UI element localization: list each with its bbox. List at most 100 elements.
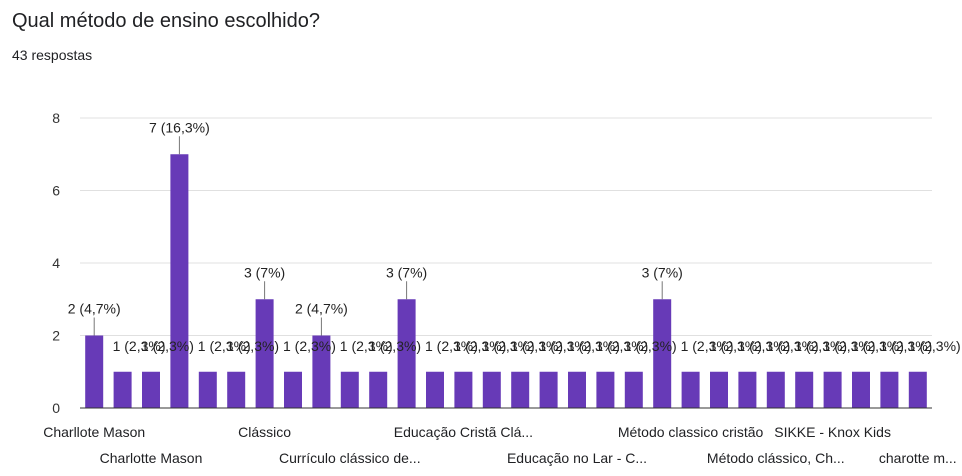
data-label-bg	[282, 336, 308, 354]
bar	[653, 299, 672, 408]
data-label-bg	[509, 336, 535, 354]
bar	[397, 299, 416, 408]
data-label: 7 (16,3%)	[149, 119, 210, 135]
data-label: 1 (2,3%)	[340, 338, 393, 354]
data-label: 1 (2,3%)	[510, 338, 563, 354]
data-label-bg	[197, 336, 223, 354]
data-label-bg	[481, 336, 507, 354]
bar	[85, 335, 104, 408]
bar	[340, 371, 359, 408]
data-label: 1 (2,3%)	[681, 338, 734, 354]
data-label-bg	[680, 336, 706, 354]
data-label: 1 (2,3%)	[482, 338, 535, 354]
y-tick-label: 8	[52, 110, 60, 126]
bar	[454, 371, 473, 408]
y-tick-label: 0	[52, 400, 60, 416]
data-labels: 2 (4,7%)1 (2,3%)1 (2,3%)7 (16,3%)1 (2,3%…	[68, 119, 961, 354]
bar	[710, 371, 728, 408]
y-axis-ticks: 0 2 4 6 8	[52, 110, 60, 416]
x-category-label: Clássico	[238, 424, 291, 440]
y-tick-label: 6	[52, 183, 60, 199]
bar	[482, 371, 501, 408]
bar	[511, 371, 530, 408]
data-label: 1 (2,3%)	[283, 338, 336, 354]
data-label: 1 (2,3%)	[851, 338, 904, 354]
bar	[113, 371, 132, 408]
bar	[795, 371, 814, 408]
data-label: 1 (2,3%)	[794, 338, 847, 354]
bar	[369, 371, 388, 408]
data-label-bg	[367, 336, 393, 354]
bar	[198, 371, 217, 408]
x-category-label: charotte m...	[879, 450, 957, 466]
data-label-bg	[112, 336, 138, 354]
bar	[426, 371, 444, 408]
y-tick-label: 2	[52, 328, 60, 344]
data-label: 1 (2,3%)	[624, 338, 677, 354]
data-label: 1 (2,3%)	[595, 338, 648, 354]
x-category-label: Charlotte Mason	[100, 450, 203, 466]
data-label: 1 (2,3%)	[226, 338, 279, 354]
data-label-bg	[452, 336, 478, 354]
data-label-bg	[793, 336, 819, 354]
x-axis-labels: Charllote Mason Charlotte Mason Clássico Cu…	[43, 424, 956, 466]
data-label-bg	[765, 336, 791, 354]
bar	[766, 371, 785, 408]
bar	[539, 371, 558, 408]
bar	[312, 335, 331, 408]
chart-title: Qual método de ensino escolhido?	[12, 10, 320, 32]
response-count: 43 respostas	[12, 47, 93, 63]
bar	[596, 371, 615, 408]
x-category-label: Educação no Lar - C...	[507, 450, 647, 466]
data-label: 1 (2,3%)	[368, 338, 421, 354]
data-label-bg	[225, 336, 251, 354]
data-label: 2 (4,7%)	[68, 301, 121, 317]
data-label-bg	[850, 336, 876, 354]
bar	[142, 371, 160, 408]
bar	[823, 371, 842, 408]
data-label: 1 (2,3%)	[823, 338, 876, 354]
bars	[85, 154, 927, 408]
data-label: 1 (2,3%)	[539, 338, 592, 354]
data-label-bg	[822, 336, 848, 354]
data-label: 1 (2,3%)	[113, 338, 166, 354]
x-category-label: Educação Cristã Clá...	[394, 424, 533, 440]
gridlines	[80, 117, 932, 336]
data-label-bg	[878, 336, 904, 354]
bar	[170, 154, 189, 408]
data-label: 1 (2,3%)	[908, 338, 961, 354]
bar	[568, 371, 586, 408]
data-label: 1 (2,3%)	[567, 338, 620, 354]
data-label-bg	[140, 336, 166, 354]
x-category-label: Método classico cristão	[618, 424, 764, 440]
data-label-bg	[594, 336, 620, 354]
bar	[284, 371, 302, 408]
data-label: 3 (7%)	[244, 264, 285, 280]
x-category-label: SIKKE - Knox Kids	[774, 424, 891, 440]
data-label-bg	[736, 336, 762, 354]
data-label: 1 (2,3%)	[737, 338, 790, 354]
bar	[908, 371, 927, 408]
data-label: 3 (7%)	[386, 264, 427, 280]
data-label: 3 (7%)	[642, 264, 683, 280]
data-label: 1 (2,3%)	[198, 338, 251, 354]
data-label: 1 (2,3%)	[879, 338, 932, 354]
x-category-label: Charllote Mason	[43, 424, 145, 440]
data-label-bg	[708, 336, 734, 354]
data-label: 1 (2,3%)	[141, 338, 194, 354]
data-label: 1 (2,3%)	[766, 338, 819, 354]
bar	[255, 299, 274, 408]
data-label-bg	[339, 336, 365, 354]
bar	[738, 371, 757, 408]
bar	[624, 371, 643, 408]
bar	[681, 371, 700, 408]
data-label-bg	[424, 336, 450, 354]
data-label-bg	[566, 336, 592, 354]
data-label: 2 (4,7%)	[295, 301, 348, 317]
data-label-bg	[623, 336, 649, 354]
data-label-bg	[538, 336, 564, 354]
data-label-bg	[907, 336, 933, 354]
bar	[227, 371, 246, 408]
data-label: 1 (2,3%)	[425, 338, 478, 354]
